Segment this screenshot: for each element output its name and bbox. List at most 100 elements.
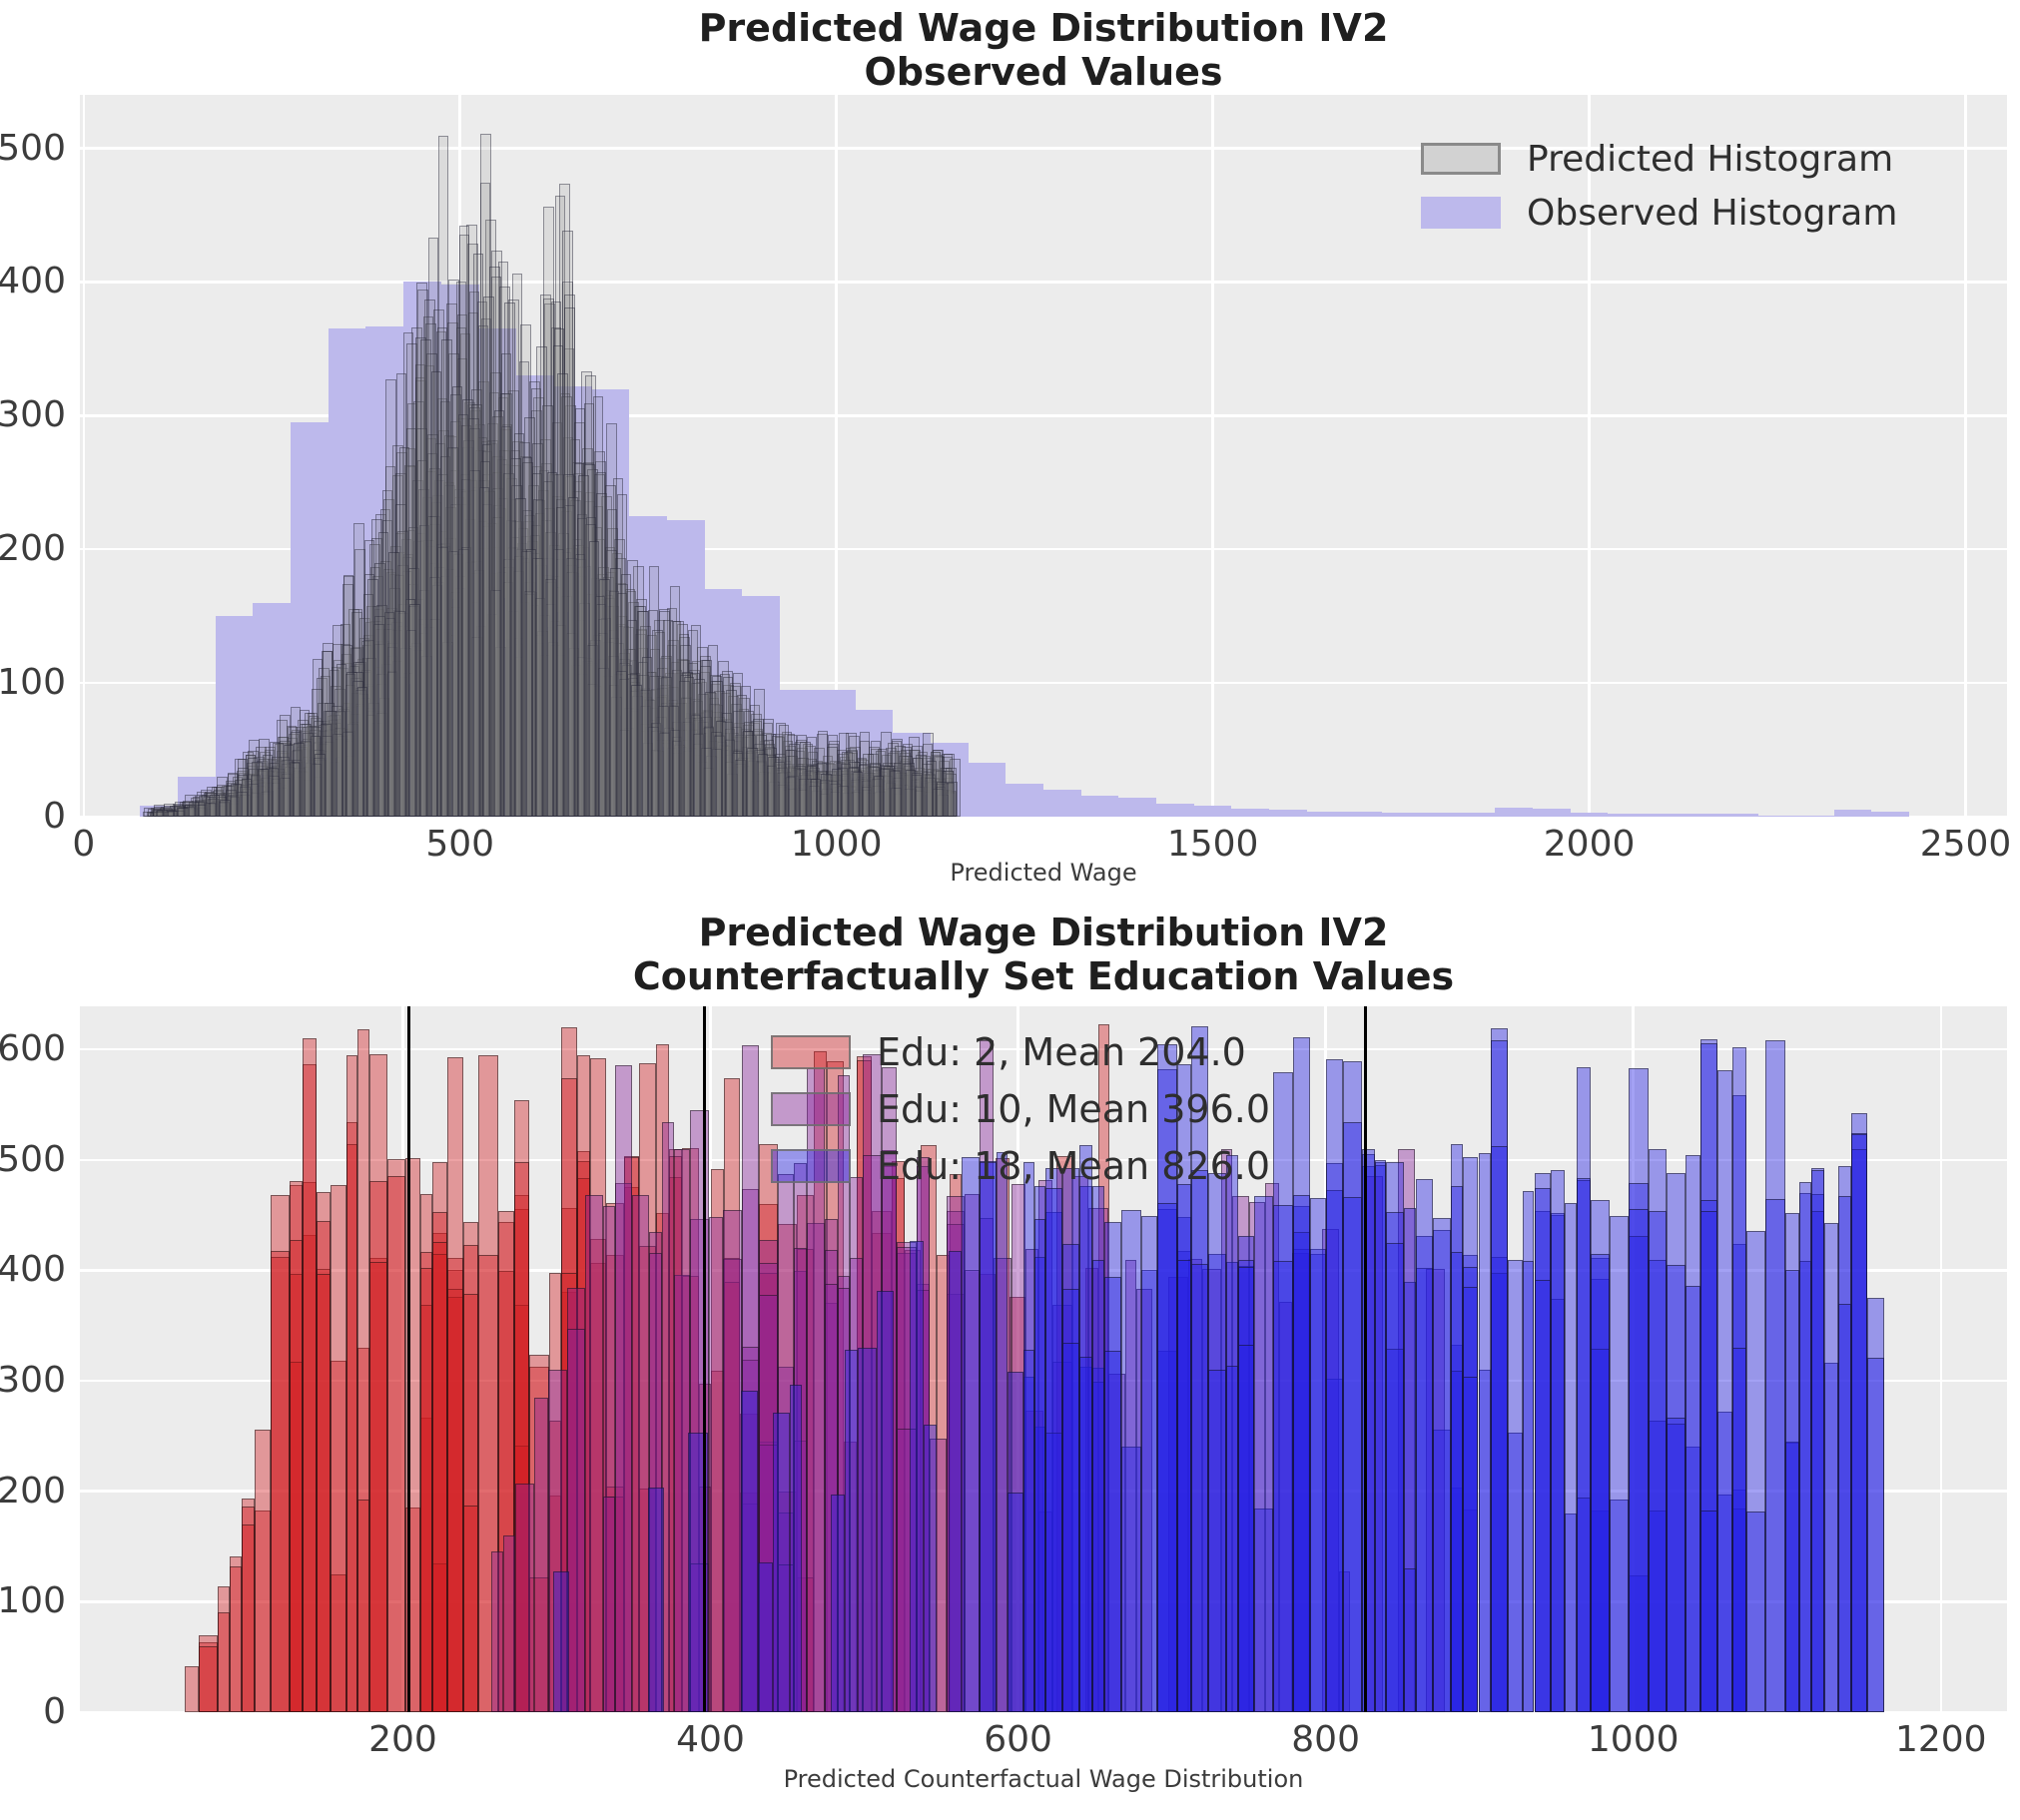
- y-tick-label: 100: [0, 662, 66, 704]
- predicted-histogram-bar: [326, 757, 337, 817]
- edu-18-swatch: [771, 1149, 851, 1183]
- predicted-histogram-bar: [521, 591, 532, 817]
- y-tick-label: 400: [0, 261, 66, 303]
- predicted-histogram-bar: [333, 660, 344, 817]
- predicted-histogram-bar: [565, 405, 576, 817]
- edu-18-histogram-bar: [1273, 1261, 1293, 1712]
- predicted-histogram-bar: [146, 811, 158, 817]
- predicted-histogram-bar: [167, 809, 179, 817]
- edu-18-histogram-bar: [741, 1391, 759, 1712]
- edu-2-legend-label: Edu: 2, Mean 204.0: [877, 1030, 1246, 1074]
- predicted-histogram-bar: [220, 792, 232, 817]
- predicted-histogram-bar: [779, 784, 790, 817]
- predicted-histogram-bar: [827, 777, 838, 817]
- predicted-histogram-bar: [398, 446, 410, 817]
- edu-18-histogram-bar: [923, 1425, 937, 1712]
- x-tick-label: 200: [368, 1719, 437, 1760]
- edu-18-histogram-bar: [1309, 1198, 1326, 1712]
- bottom-chart-title-line2: Counterfactually Set Education Values: [632, 954, 1455, 999]
- y-tick-label: 300: [0, 1360, 66, 1402]
- predicted-histogram-bar: [575, 576, 587, 817]
- predicted-histogram-bar: [479, 547, 490, 817]
- predicted-histogram-bar: [367, 579, 378, 817]
- bottom-chart-title-line1: Predicted Wage Distribution IV2: [698, 910, 1389, 954]
- observed-histogram-swatch: [1421, 197, 1501, 229]
- edu-10-legend-label: Edu: 10, Mean 396.0: [877, 1087, 1271, 1131]
- predicted-histogram-bar: [470, 410, 481, 817]
- predicted-histogram-bar: [273, 743, 284, 817]
- predicted-histogram-bar: [631, 684, 642, 817]
- predicted-histogram-bar: [543, 303, 555, 817]
- predicted-histogram-bar: [546, 627, 558, 817]
- y-gridline: [80, 147, 2007, 150]
- edu-10-histogram-bar: [584, 1195, 604, 1712]
- edu-10-swatch: [771, 1092, 851, 1126]
- bottom-chart-title: Predicted Wage Distribution IV2 Counterf…: [80, 910, 2007, 998]
- predicted-histogram-bar: [533, 396, 544, 817]
- predicted-histogram-bar: [522, 562, 534, 817]
- edu-2-histogram-bar: [317, 1274, 332, 1712]
- predicted-histogram-bar: [721, 745, 733, 817]
- edu-18-histogram-bar: [1490, 1146, 1509, 1712]
- predicted-histogram-bar: [436, 398, 448, 817]
- predicted-histogram-bar: [778, 724, 790, 817]
- predicted-histogram-bar: [799, 741, 811, 817]
- edu-2-histogram-bar: [346, 1055, 358, 1712]
- bottom-legend-row-edu-2: Edu: 2, Mean 204.0: [771, 1030, 1246, 1074]
- predicted-histogram-bar: [196, 792, 208, 817]
- predicted-histogram-bar: [226, 786, 237, 817]
- predicted-histogram-bar: [252, 773, 263, 817]
- predicted-histogram-bar: [588, 540, 600, 817]
- edu-18-histogram-bar: [1238, 1345, 1254, 1712]
- predicted-histogram-bar: [902, 743, 914, 817]
- predicted-histogram-bar: [567, 496, 579, 817]
- predicted-histogram-bar: [764, 753, 775, 817]
- predicted-histogram-bar: [438, 430, 449, 817]
- edu-18-histogram-bar: [1462, 1376, 1479, 1712]
- predicted-histogram-bar: [848, 767, 860, 817]
- edu-18-histogram-bar: [1141, 1215, 1158, 1712]
- x-tick-label: 1000: [790, 824, 883, 865]
- predicted-histogram-bar: [694, 679, 705, 817]
- edu-18-histogram-bar: [1191, 1263, 1209, 1712]
- predicted-histogram-bar: [694, 712, 706, 817]
- predicted-histogram-bar: [241, 779, 253, 817]
- predicted-histogram-bar: [154, 804, 165, 817]
- observed-histogram-bar: [553, 385, 592, 817]
- predicted-histogram-bar: [620, 573, 632, 817]
- observed-histogram-bar: [1795, 815, 1834, 817]
- predicted-histogram-bar: [302, 745, 313, 817]
- predicted-histogram-bar: [525, 548, 537, 817]
- predicted-histogram-bar: [367, 640, 379, 817]
- edu-18-histogram-bar: [1433, 1217, 1452, 1712]
- predicted-histogram-bar: [884, 786, 896, 817]
- predicted-histogram-bar: [785, 745, 796, 817]
- predicted-histogram-bar: [178, 808, 189, 817]
- predicted-histogram-bar: [609, 567, 621, 817]
- predicted-histogram-bar: [821, 780, 832, 817]
- edu-2-histogram-bar: [271, 1250, 290, 1712]
- edu-10-histogram-bar: [490, 1550, 503, 1712]
- predicted-histogram-bar: [584, 492, 596, 817]
- predicted-histogram-bar: [273, 780, 285, 817]
- predicted-histogram-bar: [842, 778, 853, 817]
- edu-10-histogram-bar: [502, 1535, 516, 1712]
- bottom-legend-row-edu-10: Edu: 10, Mean 396.0: [771, 1087, 1271, 1131]
- predicted-histogram-bar: [913, 757, 924, 817]
- edu-18-histogram-bar: [1007, 1493, 1023, 1712]
- predicted-histogram-bar: [726, 689, 737, 817]
- predicted-histogram-bar: [747, 748, 758, 817]
- edu-18-histogram-bar: [1325, 1058, 1343, 1712]
- observed-histogram-bar: [1118, 798, 1157, 817]
- predicted-histogram-bar: [468, 291, 480, 817]
- x-tick-label: 2500: [1919, 824, 2012, 865]
- predicted-histogram-bar: [596, 579, 608, 817]
- predicted-histogram-bar: [574, 422, 585, 817]
- observed-histogram-bar: [365, 325, 404, 817]
- predicted-histogram-bar: [515, 498, 526, 817]
- bottom-legend-row-edu-18: Edu: 18, Mean 826.0: [771, 1144, 1270, 1188]
- observed-histogram-bar: [291, 422, 329, 817]
- predicted-histogram-bar: [341, 703, 353, 817]
- predicted-histogram-bar: [789, 784, 801, 817]
